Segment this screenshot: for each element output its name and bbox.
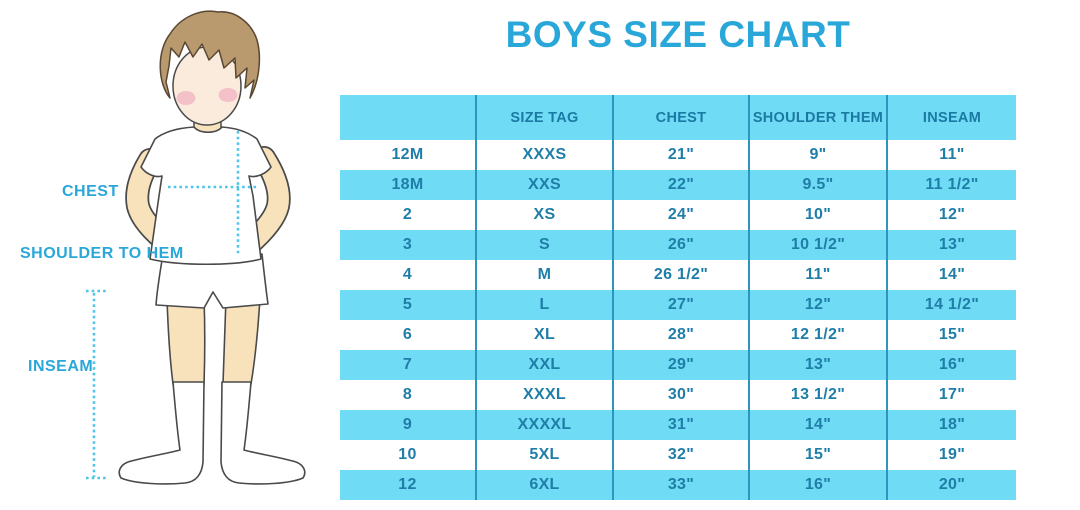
boy-hair — [159, 10, 261, 99]
table-cell: 14 1/2" — [886, 290, 1016, 320]
boy-measurement-diagram: CHEST SHOULDER TO HEM INSEAM — [0, 0, 340, 510]
table-cell: 16" — [748, 470, 887, 500]
table-cell: 5 — [340, 290, 476, 320]
table-cell: XL — [475, 320, 613, 350]
table-cell: S — [475, 230, 613, 260]
table-cell: XXS — [475, 170, 613, 200]
table-cell: 12M — [340, 140, 476, 170]
table-cell: 22" — [612, 170, 749, 200]
table-cell: 12 1/2" — [748, 320, 887, 350]
size-table: SIZE TAG CHEST SHOULDER THEM INSEAM 12M XXXS… — [340, 95, 1016, 500]
table-cell: 2 — [340, 200, 476, 230]
table-header-cell: SHOULDER THEM — [748, 95, 887, 140]
table-cell: XXXS — [475, 140, 613, 170]
table-cell: 10 1/2" — [748, 230, 887, 260]
boy-legs — [166, 297, 261, 385]
table-header-cell: CHEST — [612, 95, 749, 140]
table-cell: 5XL — [475, 440, 613, 470]
table-cell: 16" — [886, 350, 1016, 380]
table-row: 6 XL 28" 12 1/2" 15" — [340, 320, 1016, 350]
table-cell: 17" — [886, 380, 1016, 410]
table-cell: 20" — [886, 470, 1016, 500]
table-cell: 29" — [612, 350, 749, 380]
table-cell: 15" — [748, 440, 887, 470]
table-cell: 6 — [340, 320, 476, 350]
size-table-header-row: SIZE TAG CHEST SHOULDER THEM INSEAM — [340, 95, 1016, 140]
chest-label: CHEST — [62, 183, 119, 200]
table-row: 18M XXS 22" 9.5" 11 1/2" — [340, 170, 1016, 200]
table-cell: 11 1/2" — [886, 170, 1016, 200]
table-cell: 8 — [340, 380, 476, 410]
table-cell: 21" — [612, 140, 749, 170]
table-cell: 28" — [612, 320, 749, 350]
table-cell: 9 — [340, 410, 476, 440]
table-cell: 13 1/2" — [748, 380, 887, 410]
table-cell: 30" — [612, 380, 749, 410]
table-cell: 33" — [612, 470, 749, 500]
table-header-cell: INSEAM — [886, 95, 1016, 140]
shoulder-to-hem-label: SHOULDER TO HEM — [20, 245, 184, 262]
table-row: 12 6XL 33" 16" 20" — [340, 470, 1016, 500]
table-cell: 18" — [886, 410, 1016, 440]
table-row: 5 L 27" 12" 14 1/2" — [340, 290, 1016, 320]
table-row: 10 5XL 32" 15" 19" — [340, 440, 1016, 470]
table-row: 7 XXL 29" 13" 16" — [340, 350, 1016, 380]
boy-socks — [118, 381, 306, 485]
table-row: 2 XS 24" 10" 12" — [340, 200, 1016, 230]
table-cell: 10" — [748, 200, 887, 230]
table-cell: 4 — [340, 260, 476, 290]
boy-cheeks — [176, 88, 238, 105]
table-cell: XXXXL — [475, 410, 613, 440]
table-cell: 12 — [340, 470, 476, 500]
table-cell: 13" — [886, 230, 1016, 260]
inseam-label: INSEAM — [28, 358, 94, 375]
boy-shorts — [155, 253, 269, 309]
boy-shirt — [140, 126, 272, 266]
table-cell: 31" — [612, 410, 749, 440]
table-cell: 26" — [612, 230, 749, 260]
table-cell: 27" — [612, 290, 749, 320]
table-cell: M — [475, 260, 613, 290]
table-cell: XXL — [475, 350, 613, 380]
table-cell: 18M — [340, 170, 476, 200]
table-cell: 32" — [612, 440, 749, 470]
table-cell: 11" — [886, 140, 1016, 170]
table-cell: 13" — [748, 350, 887, 380]
table-cell: 19" — [886, 440, 1016, 470]
table-row: 12M XXXS 21" 9" 11" — [340, 140, 1016, 170]
table-header-cell — [340, 95, 476, 140]
table-cell: 10 — [340, 440, 476, 470]
table-cell: XS — [475, 200, 613, 230]
table-cell: 6XL — [475, 470, 613, 500]
table-cell: 11" — [748, 260, 887, 290]
table-cell: XXXL — [475, 380, 613, 410]
table-cell: 26 1/2" — [612, 260, 749, 290]
page-title: BOYS SIZE CHART — [505, 14, 851, 55]
size-table-body: 12M XXXS 21" 9" 11" 18M XXS 22" 9.5" 11 1/2" 2 XS 24… — [340, 140, 1016, 500]
table-cell: 14" — [886, 260, 1016, 290]
table-row: 3 S 26" 10 1/2" 13" — [340, 230, 1016, 260]
table-header-cell: SIZE TAG — [475, 95, 613, 140]
table-cell: 7 — [340, 350, 476, 380]
table-cell: 3 — [340, 230, 476, 260]
table-cell: 9" — [748, 140, 887, 170]
table-cell: 9.5" — [748, 170, 887, 200]
table-cell: 24" — [612, 200, 749, 230]
table-cell: L — [475, 290, 613, 320]
table-cell: 15" — [886, 320, 1016, 350]
measurement-guides — [86, 131, 258, 480]
table-row: 9 XXXXL 31" 14" 18" — [340, 410, 1016, 440]
table-row: 8 XXXL 30" 13 1/2" 17" — [340, 380, 1016, 410]
table-cell: 12" — [748, 290, 887, 320]
table-row: 4 M 26 1/2" 11" 14" — [340, 260, 1016, 290]
boy-figure-illustration — [86, 10, 306, 485]
table-cell: 12" — [886, 200, 1016, 230]
table-cell: 14" — [748, 410, 887, 440]
